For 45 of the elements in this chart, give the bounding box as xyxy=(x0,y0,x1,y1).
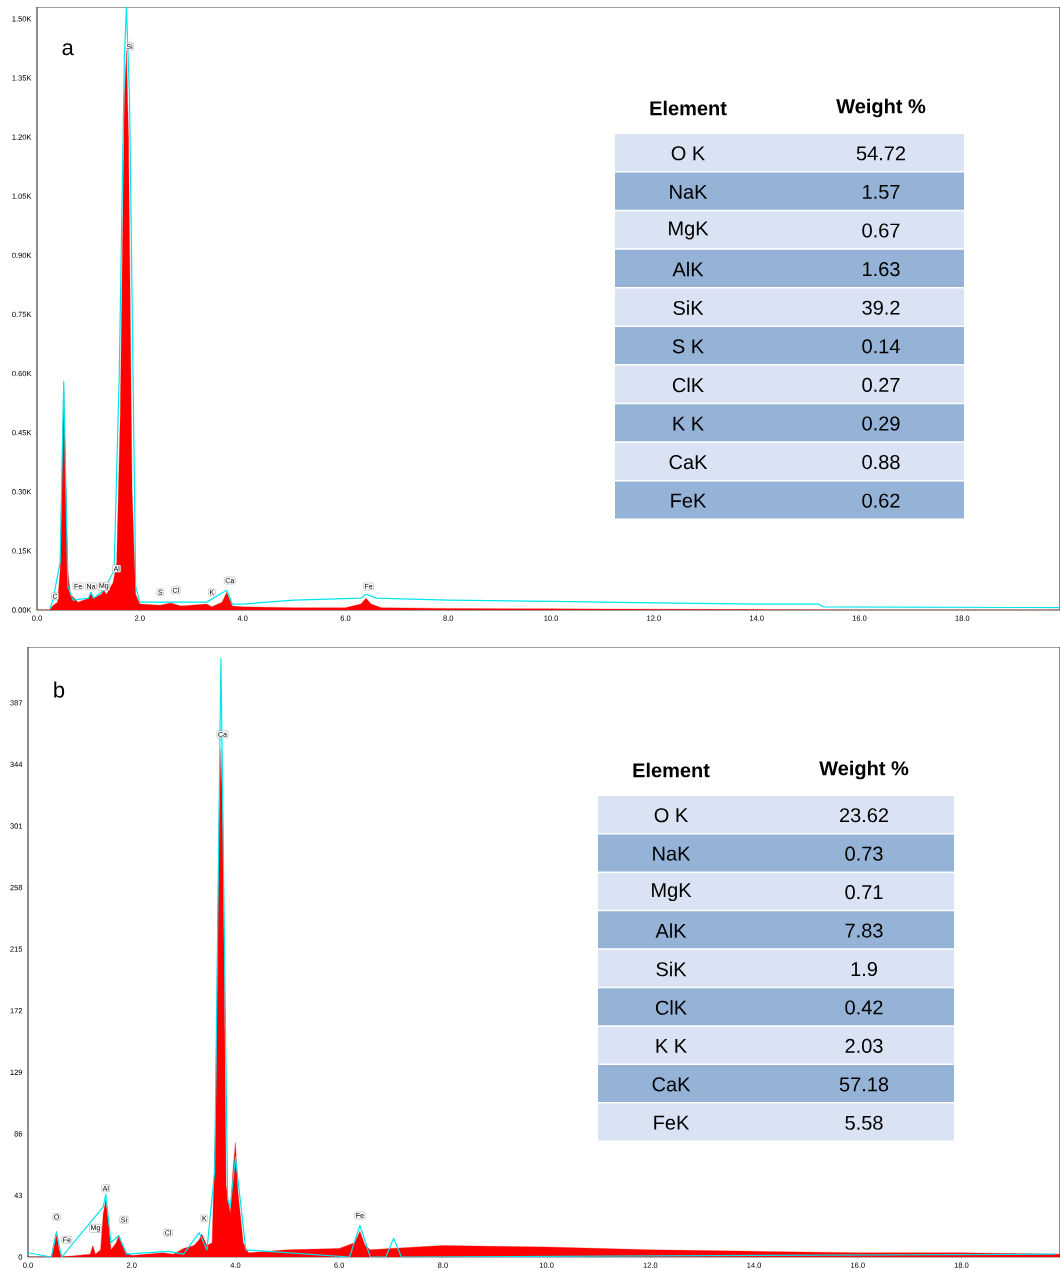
text: Element xyxy=(650,100,727,116)
category-label: O K xyxy=(654,808,688,823)
category-label: S K xyxy=(672,339,704,354)
category-label: FeK xyxy=(654,1115,690,1130)
data-label: 0.42 xyxy=(845,1000,883,1015)
text: Weight % xyxy=(819,760,909,780)
line-series xyxy=(28,657,1056,1258)
data-label: 0.67 xyxy=(862,223,900,238)
category-label: NaK xyxy=(670,184,708,199)
data-label: 7.83 xyxy=(845,923,883,938)
category-label: CaK xyxy=(669,455,708,470)
category-label: K K xyxy=(673,416,704,431)
data-label: 1.57 xyxy=(863,184,900,199)
text: Weight % xyxy=(836,98,926,118)
text: b xyxy=(54,681,65,698)
category-label: CaK xyxy=(652,1077,691,1092)
category-label: FeK xyxy=(671,493,707,508)
data-label: 2.03 xyxy=(845,1038,883,1053)
data-label: 0.27 xyxy=(862,377,900,392)
data-label: 1.9 xyxy=(851,961,877,977)
data-label: 0.88 xyxy=(862,455,900,470)
category-label: AlK xyxy=(672,261,704,277)
category-label: SiK xyxy=(673,300,704,316)
category-label: MgK xyxy=(669,221,709,240)
text: Element xyxy=(633,762,710,778)
data-label: 1.63 xyxy=(863,262,900,277)
data-label: 5.58 xyxy=(845,1115,883,1130)
data-label: 0.14 xyxy=(862,339,900,354)
data-label: 0.71 xyxy=(845,885,883,900)
category-label: ClK xyxy=(672,377,704,393)
category-label: SiK xyxy=(656,961,687,977)
category-label: AlK xyxy=(655,923,687,938)
text: a xyxy=(62,43,74,56)
data-label: 0.29 xyxy=(862,416,900,431)
data-label: 0.73 xyxy=(845,846,883,861)
data-label: 23.62 xyxy=(839,808,889,823)
category-label: NaK xyxy=(653,846,691,861)
data-label: 57.18 xyxy=(839,1077,889,1092)
data-label: 39.2 xyxy=(862,300,900,315)
category-label: O K xyxy=(671,146,705,161)
data-label: 54.72 xyxy=(856,146,906,161)
category-label: ClK xyxy=(655,1000,687,1015)
data-label: 0.62 xyxy=(862,493,900,508)
category-label: K K xyxy=(656,1039,687,1053)
category-label: MgK xyxy=(652,883,692,902)
